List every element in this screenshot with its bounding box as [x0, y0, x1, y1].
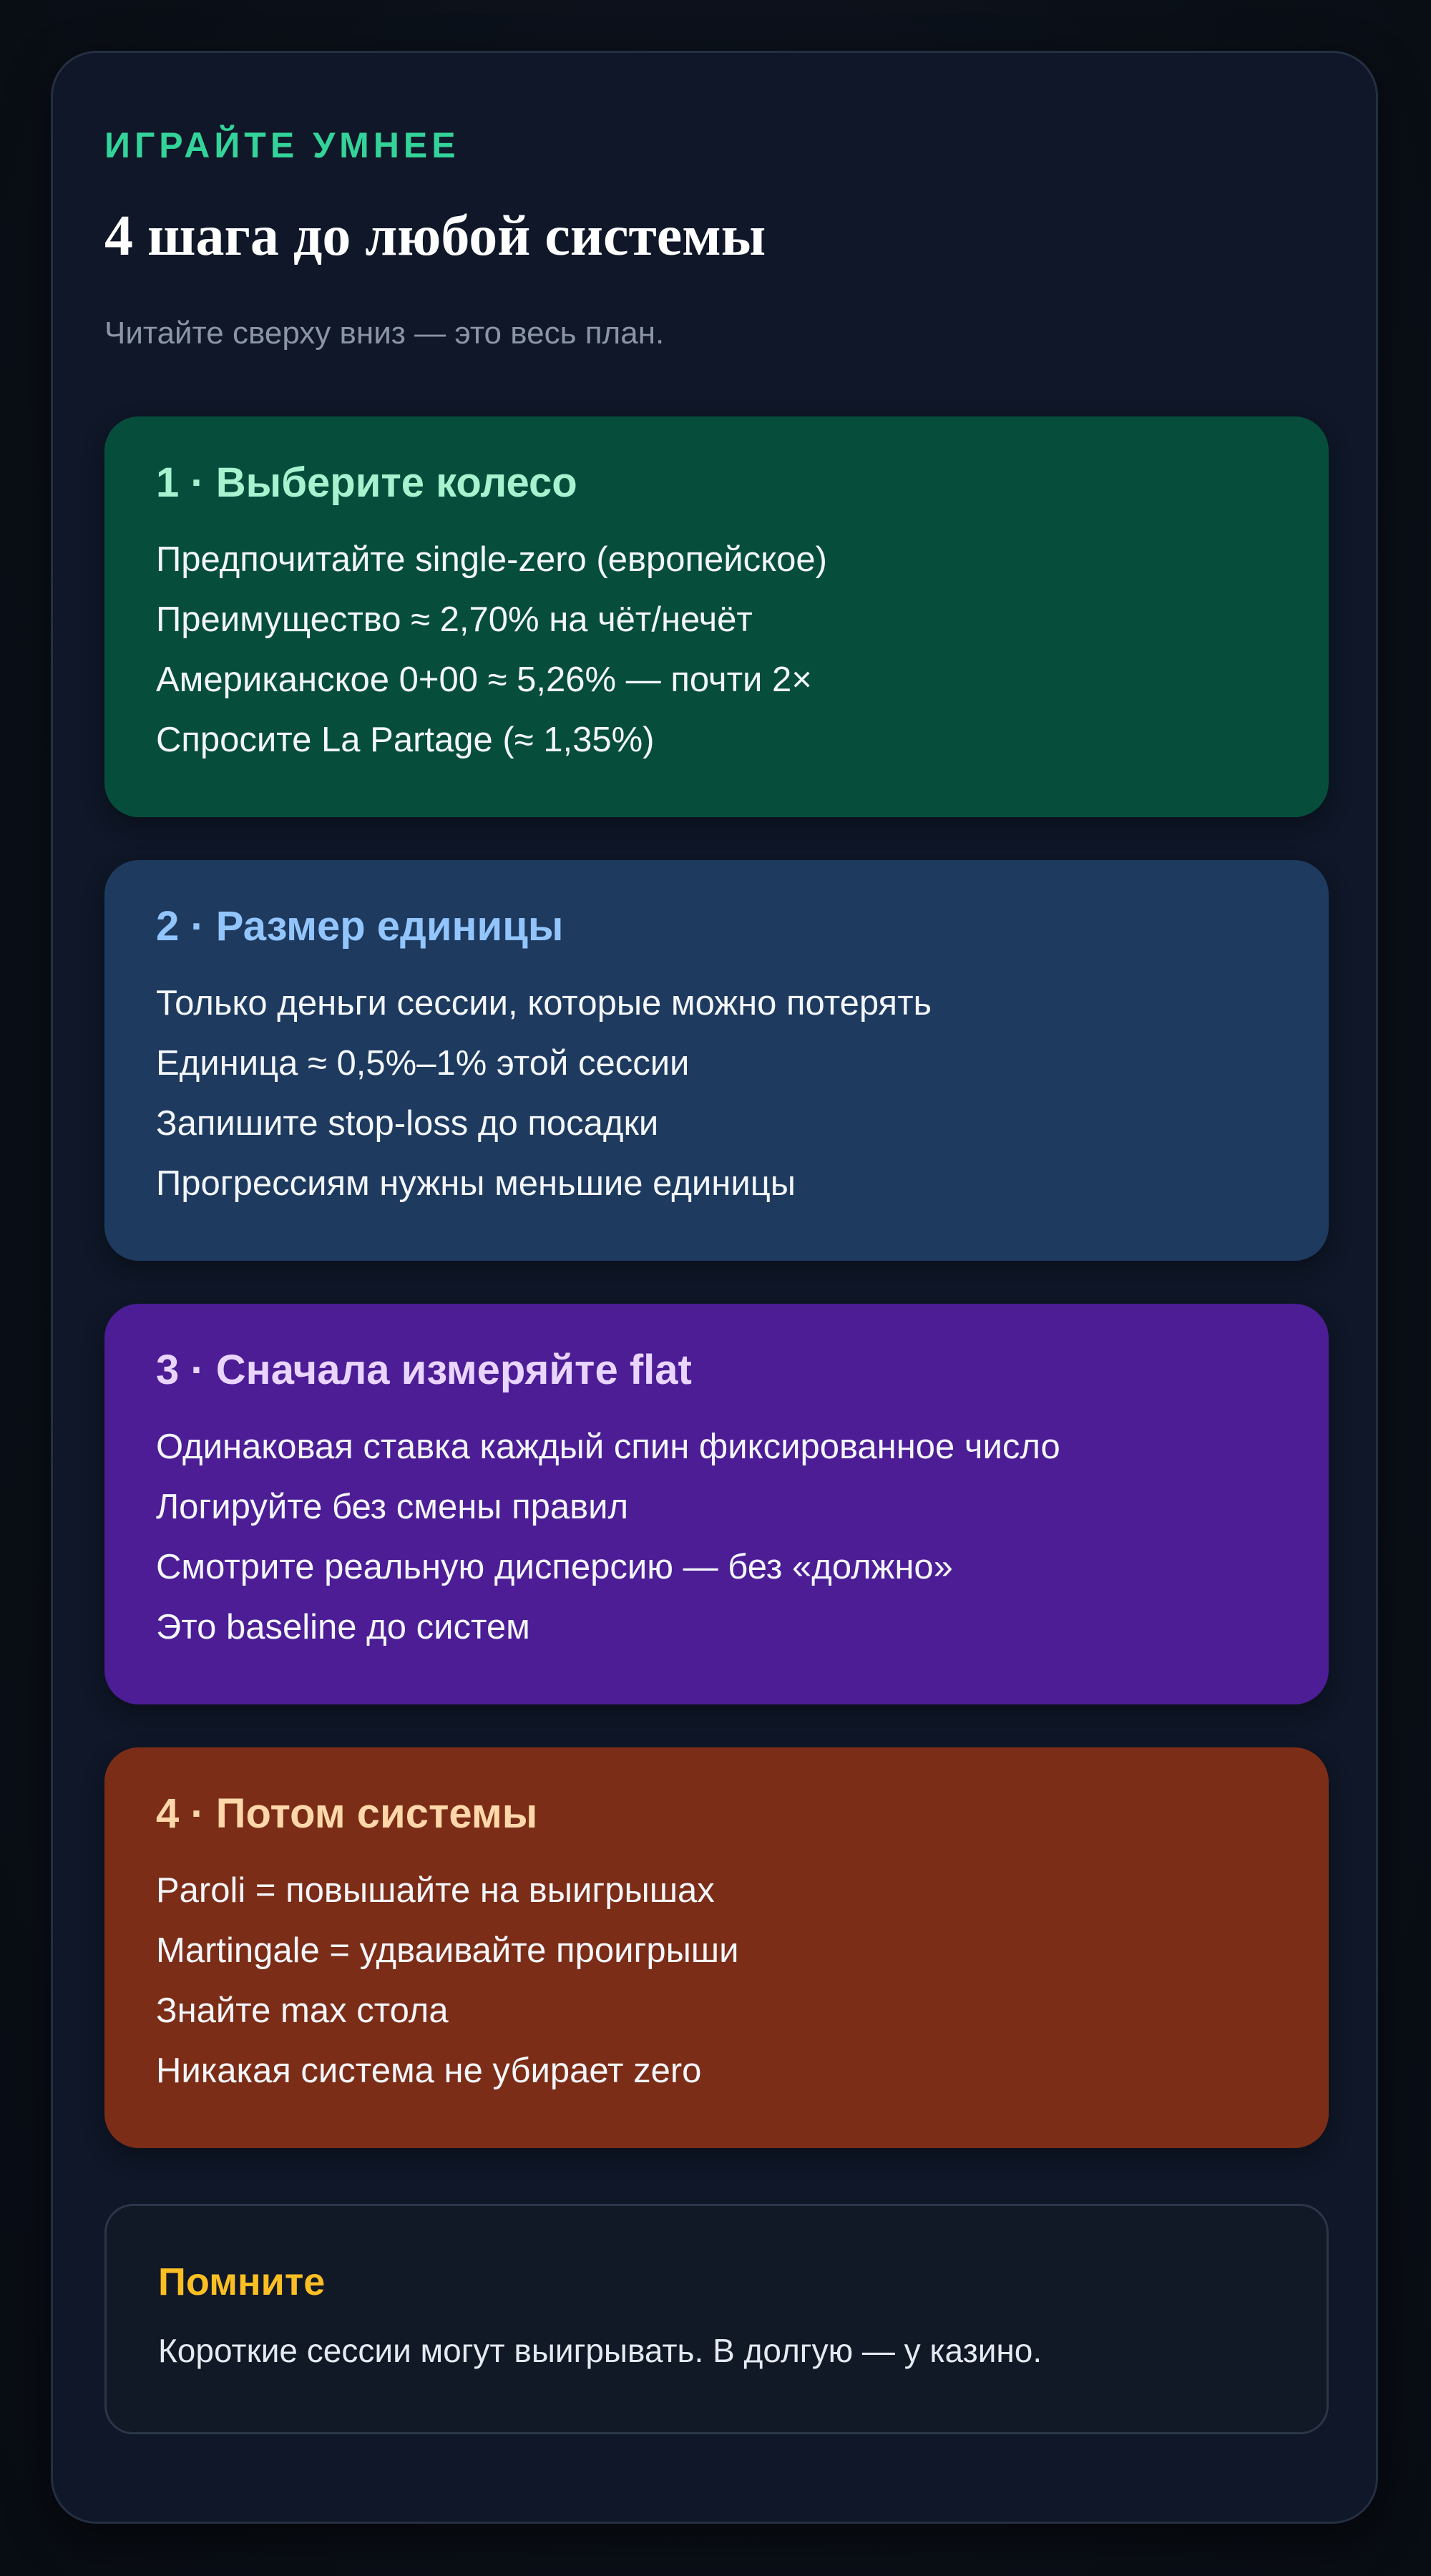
page-title: 4 шага до любой системы [104, 205, 766, 268]
step-card-measure-flat: 3 · Сначала измеряйте flat Одинаковая ст… [104, 1304, 1329, 1704]
step-card-unit-size: 2 · Размер единицы Только деньги сессии,… [104, 860, 1329, 1261]
reminder-note: Помните Короткие сессии могут выигрывать… [104, 2204, 1329, 2434]
guide-card: ИГРАЙТЕ УМНЕЕ 4 шага до любой системы Чи… [51, 51, 1378, 2524]
step-line: Никакая система не убирает zero [156, 2051, 702, 2090]
step-list: Paroli = повышайте на выигрышах Martinga… [156, 1860, 1277, 2101]
note-text: Короткие сессии могут выигрывать. В долг… [158, 2331, 1042, 2369]
step-line: Единица ≈ 0,5%–1% этой сессии [156, 1043, 690, 1083]
step-line: Логируйте без смены правил [156, 1487, 629, 1526]
step-line: Только деньги сессии, которые можно поте… [156, 983, 932, 1023]
step-line: Paroli = повышайте на выигрышах [156, 1870, 715, 1910]
step-card-wheel: 1 · Выберите колесо Предпочитайте single… [104, 416, 1329, 817]
step-line: Martingale = удваивайте проигрыши [156, 1931, 739, 1970]
eyebrow-label: ИГРАЙТЕ УМНЕЕ [104, 125, 460, 165]
step-line: Преимущество ≈ 2,70% на чёт/нечёт [156, 600, 753, 639]
step-title: 1 · Выберите колесо [156, 459, 577, 506]
step-title: 4 · Потом системы [156, 1790, 538, 1837]
step-title: 2 · Размер единицы [156, 903, 564, 950]
step-card-systems: 4 · Потом системы Paroli = повышайте на … [104, 1747, 1329, 2148]
step-line: Одинаковая ставка каждый спин фиксирован… [156, 1427, 1060, 1466]
step-line: Прогрессиям нужны меньшие единицы [156, 1163, 796, 1203]
step-line: Знайте max стола [156, 1991, 449, 2030]
step-line: Американское 0+00 ≈ 5,26% — почти 2× [156, 660, 812, 699]
step-line: Смотрите реальную дисперсию — без «должн… [156, 1547, 953, 1586]
step-list: Только деньги сессии, которые можно поте… [156, 973, 1277, 1214]
step-line: Это baseline до систем [156, 1607, 530, 1646]
step-title: 3 · Сначала измеряйте flat [156, 1347, 692, 1393]
step-list: Предпочитайте single-zero (европейское) … [156, 530, 1277, 770]
step-line: Запишите stop-loss до посадки [156, 1103, 659, 1143]
step-list: Одинаковая ставка каждый спин фиксирован… [156, 1417, 1277, 1657]
step-line: Спросите La Partage (≈ 1,35%) [156, 720, 655, 759]
step-line: Предпочитайте single-zero (европейское) [156, 540, 827, 579]
note-title: Помните [158, 2260, 326, 2303]
page-subtitle: Читайте сверху вниз — это весь план. [104, 316, 665, 351]
